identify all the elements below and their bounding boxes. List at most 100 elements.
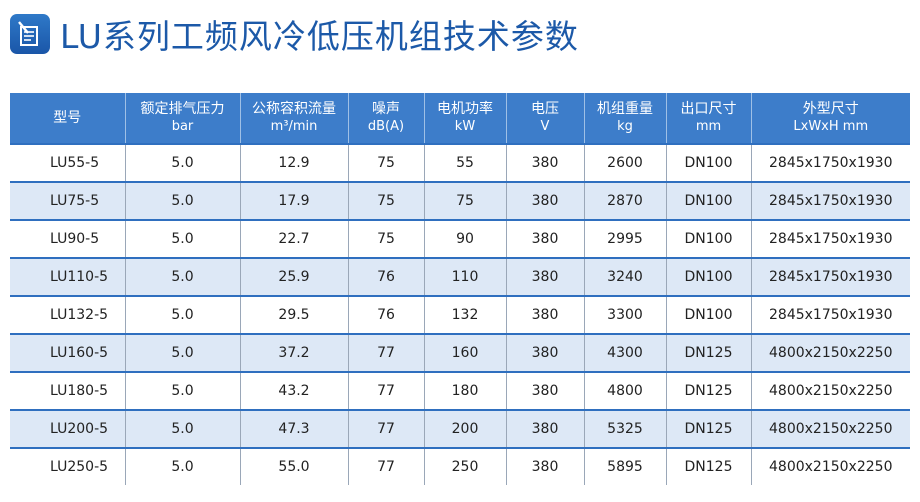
col-unit: kW: [454, 119, 476, 134]
col-label: 额定排气压力: [140, 101, 225, 117]
table-cell: 77: [347, 448, 424, 485]
table-cell: 2845x1750x1930: [750, 258, 910, 296]
table-cell: 2845x1750x1930: [750, 220, 910, 258]
col-unit: V: [540, 119, 550, 134]
table-cell: 380: [505, 448, 584, 485]
table-cell: 4300: [583, 334, 666, 372]
table-cell: LU180-5: [10, 372, 125, 410]
table-cell: 2845x1750x1930: [750, 296, 910, 334]
table-cell: LU132-5: [10, 296, 125, 334]
page-title: LU系列工频风冷低压机组技术参数: [60, 17, 579, 56]
table-cell: 2870: [583, 182, 666, 220]
table-cell: 5.0: [124, 296, 240, 334]
table-cell: 12.9: [239, 144, 348, 182]
table-cell: DN125: [665, 372, 751, 410]
table-cell: 380: [505, 296, 584, 334]
table-row: LU75-5 5.0 17.9 75 75 380 2870 DN100 2845x1750x1…: [10, 182, 910, 220]
table-cell: 5.0: [124, 144, 240, 182]
col-unit: kg: [617, 119, 633, 134]
table-cell: 17.9: [239, 182, 348, 220]
table-cell: 5.0: [124, 334, 240, 372]
table-cell: 43.2: [239, 372, 348, 410]
table-cell: 4800x2150x2250: [750, 372, 910, 410]
table-cell: 380: [505, 144, 584, 182]
table-cell: 25.9: [239, 258, 348, 296]
table-cell: 55: [423, 144, 506, 182]
table-cell: DN125: [665, 334, 751, 372]
table-cell: 37.2: [239, 334, 348, 372]
table-cell: 380: [505, 220, 584, 258]
table-cell: 380: [505, 410, 584, 448]
col-label: 噪声: [372, 101, 400, 117]
col-unit: mm: [695, 119, 722, 134]
table-row: LU90-5 5.0 22.7 75 90 380 2995 DN100 2845x1750x1…: [10, 220, 910, 258]
table-cell: 380: [505, 258, 584, 296]
table-cell: 75: [347, 220, 424, 258]
table-cell: DN100: [665, 182, 751, 220]
table-cell: 75: [347, 182, 424, 220]
table-cell: 29.5: [239, 296, 348, 334]
table-cell: 380: [505, 334, 584, 372]
table-cell: 4800x2150x2250: [750, 448, 910, 485]
col-header-weight: 机组重量 kg: [583, 93, 666, 144]
table-cell: 2600: [583, 144, 666, 182]
col-header-pressure: 额定排气压力 bar: [124, 93, 240, 144]
col-header-noise: 噪声 dB(A): [347, 93, 424, 144]
table-cell: LU200-5: [10, 410, 125, 448]
table-cell: 76: [347, 296, 424, 334]
table-cell: 5.0: [124, 372, 240, 410]
table-cell: 55.0: [239, 448, 348, 485]
title-bar: LU系列工频风冷低压机组技术参数: [10, 8, 910, 60]
table-row: LU132-5 5.0 29.5 76 132 380 3300 DN100 2845x1750…: [10, 296, 910, 334]
table-cell: 77: [347, 372, 424, 410]
table-row: LU110-5 5.0 25.9 76 110 380 3240 DN100 2845x1750…: [10, 258, 910, 296]
col-header-voltage: 电压 V: [505, 93, 584, 144]
col-unit: LxWxH mm: [793, 119, 869, 134]
table-cell: 5.0: [124, 448, 240, 485]
table-cell: 75: [347, 144, 424, 182]
table-cell: 5325: [583, 410, 666, 448]
table-cell: LU75-5: [10, 182, 125, 220]
col-label: 出口尺寸: [680, 101, 737, 117]
col-header-dimensions: 外型尺寸 LxWxH mm: [750, 93, 910, 144]
table-cell: DN100: [665, 220, 751, 258]
table-cell: 4800x2150x2250: [750, 334, 910, 372]
table-cell: 3300: [583, 296, 666, 334]
col-header-flow: 公称容积流量 m³/min: [239, 93, 348, 144]
table-cell: 380: [505, 182, 584, 220]
table-row: LU55-5 5.0 12.9 75 55 380 2600 DN100 2845x1750x1…: [10, 144, 910, 182]
table-row: LU250-5 5.0 55.0 77 250 380 5895 DN125 4800x2150…: [10, 448, 910, 485]
table-cell: 4800x2150x2250: [750, 410, 910, 448]
col-header-outlet: 出口尺寸 mm: [665, 93, 751, 144]
table-cell: LU55-5: [10, 144, 125, 182]
table-cell: 5895: [583, 448, 666, 485]
table-cell: 2845x1750x1930: [750, 144, 910, 182]
table-cell: 180: [423, 372, 506, 410]
col-label: 公称容积流量: [252, 101, 336, 117]
table-cell: 4800: [583, 372, 666, 410]
col-header-model: 型号: [10, 93, 125, 144]
table-cell: 5.0: [124, 220, 240, 258]
table-cell: 3240: [583, 258, 666, 296]
table-cell: 200: [423, 410, 506, 448]
table-cell: 75: [423, 182, 506, 220]
table-cell: 2995: [583, 220, 666, 258]
table-cell: 77: [347, 334, 424, 372]
col-label: 电机功率: [437, 101, 493, 117]
table-cell: 110: [423, 258, 506, 296]
spec-table: 型号 额定排气压力 bar 公称容积流量 m³/min 噪声 dB(A) 电机功率 kW…: [10, 93, 910, 485]
table-row: LU160-5 5.0 37.2 77 160 380 4300 DN125 4800x2150…: [10, 334, 910, 372]
table-cell: LU90-5: [10, 220, 125, 258]
table-cell: 22.7: [239, 220, 348, 258]
col-unit: bar: [171, 119, 194, 134]
table-cell: LU110-5: [10, 258, 125, 296]
col-header-power: 电机功率 kW: [423, 93, 506, 144]
table-cell: DN100: [665, 296, 751, 334]
table-cell: 90: [423, 220, 506, 258]
table-cell: 5.0: [124, 182, 240, 220]
header-row: 型号 额定排气压力 bar 公称容积流量 m³/min 噪声 dB(A) 电机功率 kW…: [10, 93, 910, 144]
table-row: LU200-5 5.0 47.3 77 200 380 5325 DN125 4800x2150…: [10, 410, 910, 448]
table-cell: DN125: [665, 448, 751, 485]
col-label: 型号: [53, 110, 82, 126]
table-cell: DN100: [665, 258, 751, 296]
